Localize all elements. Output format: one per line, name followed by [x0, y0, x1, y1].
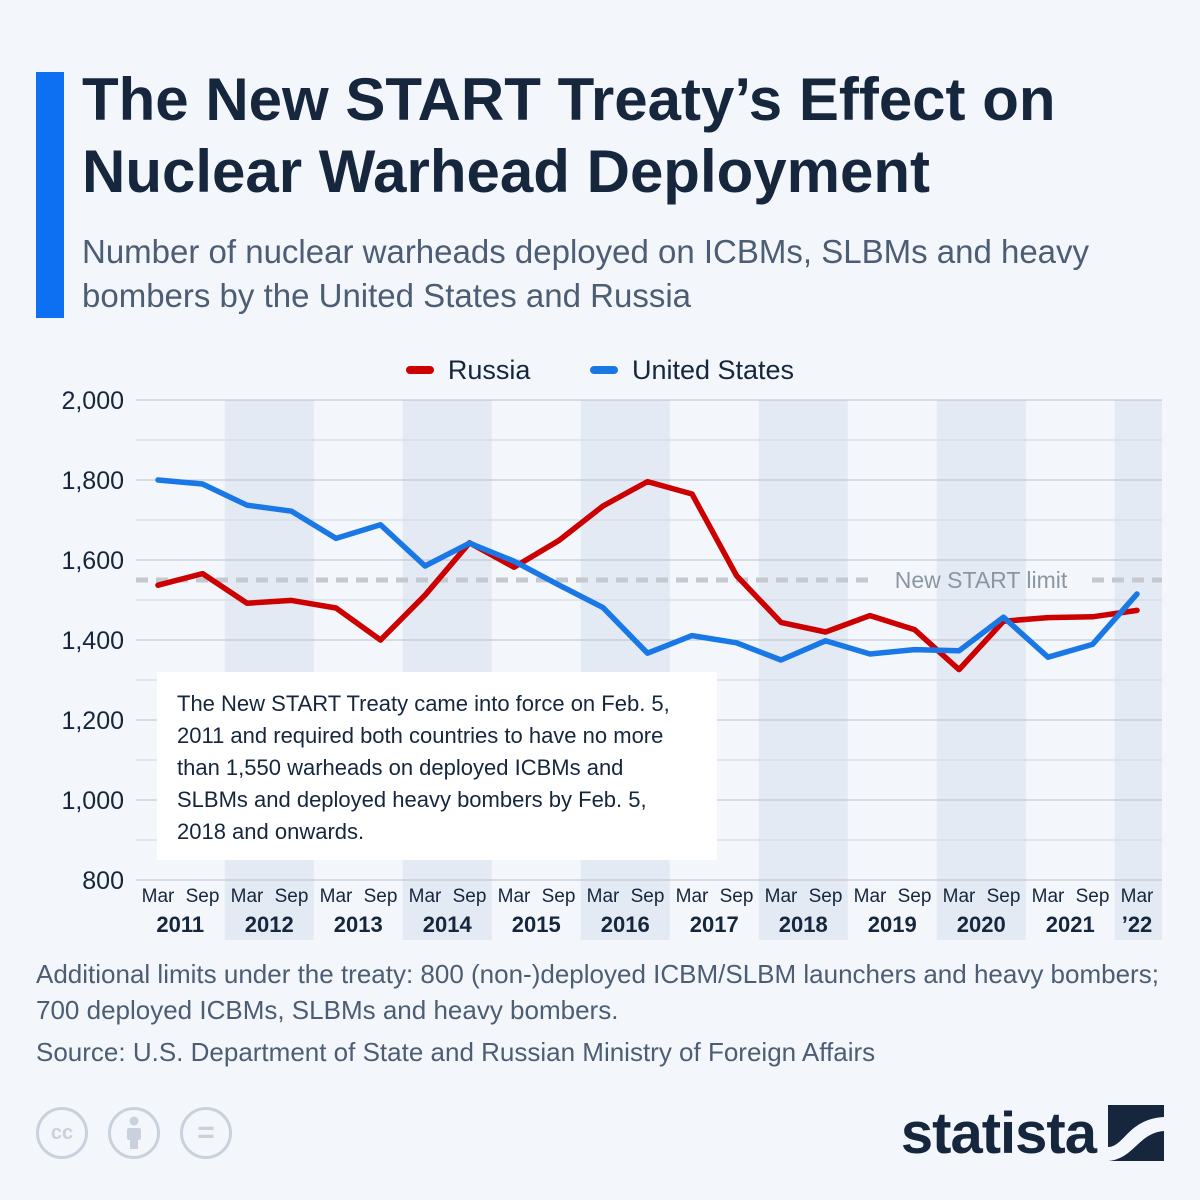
- year-band: [936, 400, 1026, 940]
- year-label: 2015: [512, 912, 561, 937]
- page-title: The New START Treaty’s Effect on Nuclear…: [82, 66, 1056, 205]
- title-accent-bar: [36, 72, 64, 318]
- legend-label-russia: Russia: [447, 354, 531, 385]
- year-band: [1114, 400, 1162, 940]
- footnote: Additional limits under the treaty: 800 …: [36, 959, 1159, 1025]
- legend-item-russia: Russia: [405, 354, 531, 386]
- x-tick-label: Sep: [186, 886, 220, 907]
- brand-wordmark: statista: [900, 1100, 1097, 1166]
- x-tick-label: Mar: [676, 886, 709, 907]
- legend-label-united-states: United States: [631, 354, 795, 385]
- legend-swatch-russia: [405, 366, 434, 374]
- x-tick-label: Mar: [142, 886, 175, 907]
- year-label: 2013: [334, 912, 383, 937]
- attribution-icon[interactable]: [108, 1107, 160, 1159]
- x-tick-label: Sep: [631, 886, 665, 907]
- x-tick-label: Sep: [453, 886, 487, 907]
- x-tick-label: Mar: [943, 886, 976, 907]
- x-tick-label: Mar: [320, 886, 353, 907]
- x-tick-label: Sep: [809, 886, 843, 907]
- y-tick-label: 1,800: [61, 467, 124, 495]
- page-subtitle: Number of nuclear warheads deployed on I…: [82, 233, 1090, 314]
- cc-icon[interactable]: cc: [36, 1107, 88, 1159]
- x-tick-label: Sep: [720, 886, 754, 907]
- x-tick-label: Mar: [765, 886, 798, 907]
- brand-logo[interactable]: statista: [901, 1100, 1164, 1166]
- x-tick-label: Mar: [231, 886, 264, 907]
- year-label: 2017: [690, 912, 739, 937]
- person-glyph: [127, 1116, 141, 1149]
- year-label: 2021: [1046, 912, 1095, 937]
- x-tick-label: Sep: [275, 886, 309, 907]
- y-tick-label: 1,600: [61, 547, 124, 575]
- year-label: 2020: [957, 912, 1006, 937]
- chart-legend: Russia United States: [0, 350, 1200, 386]
- x-tick-label: Mar: [1032, 886, 1065, 907]
- limit-label: New START limit: [895, 567, 1068, 593]
- source-note: Source: U.S. Department of State and Rus…: [36, 1037, 876, 1067]
- license-icons: cc =: [36, 1107, 252, 1163]
- series-line-united-states: [155, 477, 1140, 663]
- series-line-russia: [155, 478, 1140, 673]
- x-tick-label: Mar: [854, 886, 887, 907]
- y-tick-label: 800: [82, 867, 124, 895]
- line-chart: 800 1,000 1,200 1,400 1,600 1,800 2,000 New ST…: [61, 387, 1162, 940]
- year-label: 2012: [245, 912, 294, 937]
- year-label: ’22: [1122, 912, 1153, 937]
- year-label: 2016: [601, 912, 650, 937]
- x-tick-label: Sep: [542, 886, 576, 907]
- x-tick-label: Sep: [898, 886, 932, 907]
- treaty-note: The New START Treaty came into force on …: [157, 672, 717, 860]
- no-derivatives-icon[interactable]: =: [180, 1107, 232, 1159]
- x-tick-label: Sep: [364, 886, 398, 907]
- year-label: 2014: [423, 912, 473, 937]
- statista-logo-icon: [1108, 1105, 1164, 1161]
- year-band: [758, 400, 848, 940]
- legend-swatch-united-states: [589, 366, 618, 374]
- x-tick-label: Mar: [587, 886, 620, 907]
- y-tick-label: 2,000: [61, 387, 124, 415]
- x-tick-label: Mar: [409, 886, 442, 907]
- year-label: 2011: [156, 912, 204, 937]
- y-tick-label: 1,000: [61, 787, 124, 815]
- x-tick-label: Sep: [1076, 886, 1110, 907]
- legend-item-united-states: United States: [589, 354, 795, 386]
- y-tick-label: 1,400: [61, 627, 124, 655]
- x-tick-label: Sep: [987, 886, 1021, 907]
- year-label: 2018: [779, 912, 828, 937]
- x-tick-label: Mar: [1121, 886, 1154, 907]
- y-tick-label: 1,200: [61, 707, 124, 735]
- year-label: 2019: [868, 912, 917, 937]
- x-tick-label: Mar: [498, 886, 531, 907]
